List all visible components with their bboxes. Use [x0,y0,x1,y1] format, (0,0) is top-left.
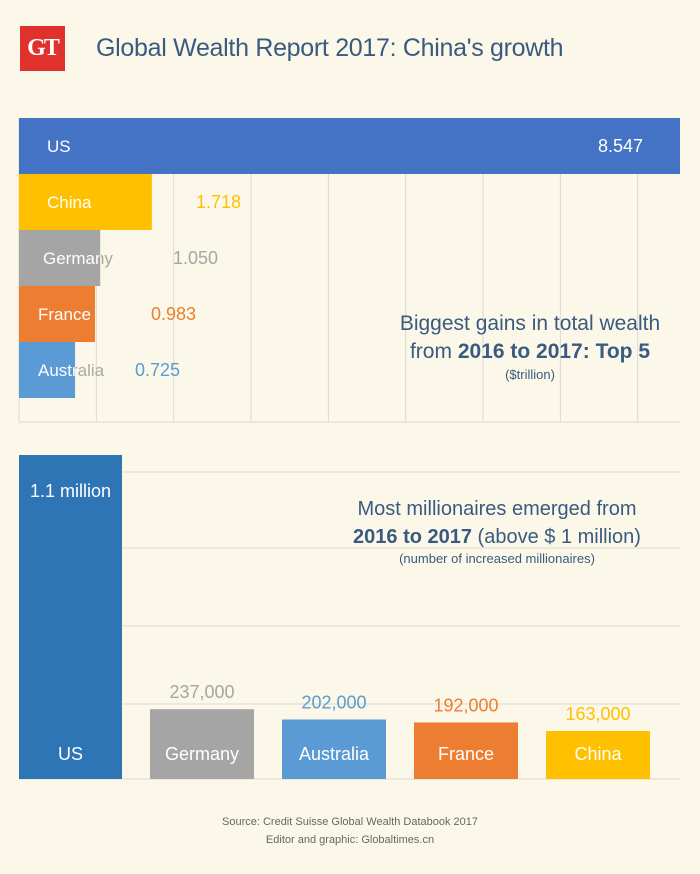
page-title: Global Wealth Report 2017: China's growt… [96,34,564,62]
bar-australia [19,342,76,398]
bar-us [19,118,680,174]
category-label-germany: Germany [165,744,239,764]
category-label-us: US [47,137,71,156]
bar-us [19,455,122,779]
credit-note: Editor and graphic: Globaltimes.cn [265,834,435,846]
value-label-us: 8.547 [598,136,643,156]
bar-china [546,730,650,779]
value-label-china: 163,000 [565,704,630,724]
category-label-us: US [58,744,83,764]
bar-germany [150,709,254,779]
category-label-china: China [574,744,622,764]
category-label-china: China [47,193,92,212]
gt-logo: GT [20,26,65,71]
category-label-france: France [38,305,91,324]
bar-france [19,286,96,342]
top-chart-title-line2: from 2016 to 2017: Top 5 [410,340,650,363]
value-label-germany: 1.050 [173,248,218,268]
bottom-chart-title-line2: 2016 to 2017 (above $ 1 million) [353,526,641,548]
top-chart-unit: ($trillion) [505,367,555,382]
source-note: Source: Credit Suisse Global Wealth Data… [222,816,478,828]
value-label-australia: 0.725 [135,360,180,380]
value-label-us: 1.1 million [30,481,111,501]
value-label-france: 192,000 [433,695,498,715]
bar-france [414,722,518,779]
value-label-france: 0.983 [151,304,196,324]
bar-germany [19,230,101,286]
bottom-chart-unit: (number of increased millionaires) [399,551,595,566]
value-label-germany: 237,000 [169,682,234,702]
bar-australia [282,719,386,779]
value-label-china: 1.718 [196,192,241,212]
category-label-france: France [438,744,494,764]
value-label-australia: 202,000 [301,693,366,713]
category-label-australia: Australia [299,744,370,764]
category-label-germany: Germany [43,249,113,268]
bar-china [19,174,152,230]
top-chart-title-line1: Biggest gains in total wealth [400,312,660,335]
bottom-chart-title-line1: Most millionaires emerged from [358,498,637,520]
category-label-australia: Australia [38,361,105,380]
footer: Source: Credit Suisse Global Wealth Data… [0,813,700,849]
